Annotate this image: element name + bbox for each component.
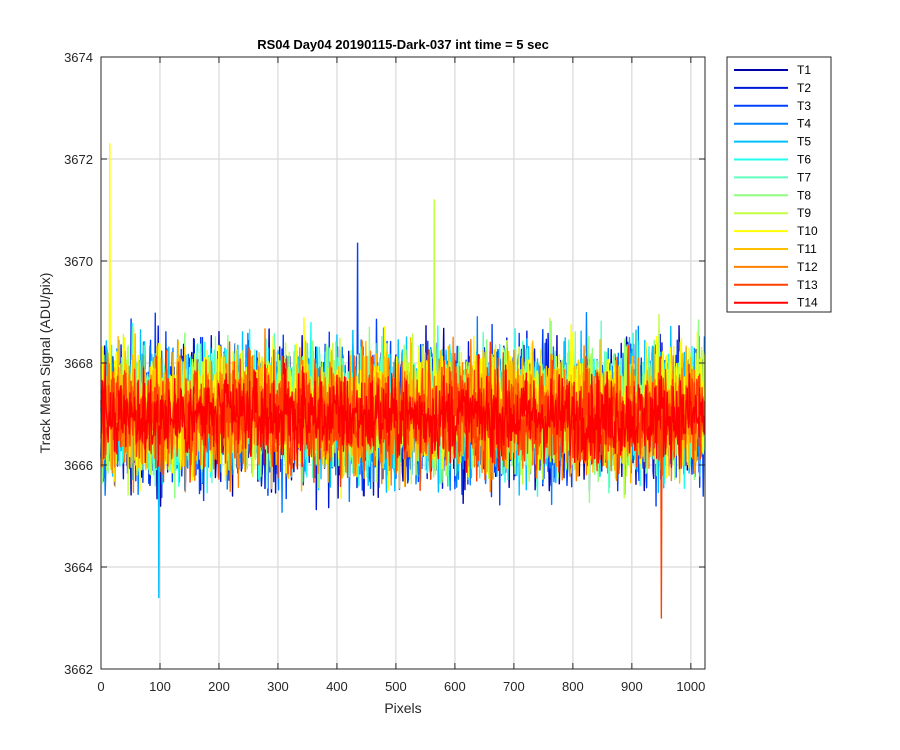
x-tick-label-9: 900 [621,679,643,694]
legend-label-t6: T6 [797,153,811,167]
legend-label-t13: T13 [797,278,818,292]
legend-label-t5: T5 [797,135,811,149]
x-tick-label-10: 1000 [676,679,705,694]
legend-label-t14: T14 [797,296,818,310]
x-axis-ticks: 0 100 200 300 400 500 600 700 800 900 1000 [97,57,705,694]
y-tick-label-2: 3666 [64,458,93,473]
x-axis-label: Pixels [384,700,421,716]
x-tick-label-4: 400 [326,679,348,694]
y-tick-label-1: 3664 [64,560,93,575]
x-tick-label-3: 300 [267,679,289,694]
series-line-t14 [100,354,706,473]
x-tick-label-1: 100 [149,679,171,694]
legend-label-t12: T12 [797,260,818,274]
legend-label-t7: T7 [797,170,811,184]
x-tick-label-6: 600 [444,679,466,694]
legend-label-t10: T10 [797,224,818,238]
legend-label-t4: T4 [797,117,811,131]
x-tick-label-8: 800 [562,679,584,694]
series-lines [100,143,706,619]
x-tick-label-5: 500 [385,679,407,694]
y-tick-label-6: 3674 [64,50,93,65]
legend-box [726,56,832,313]
legend-label-t11: T11 [797,242,817,256]
x-tick-label-0: 0 [97,679,104,694]
x-tick-label-7: 700 [503,679,525,694]
legend: T1 T2 T3 T4 T5 T6 T7 T8 T9 T10 T11 T12 T13 T14 [726,56,832,313]
legend-label-t1: T1 [797,63,811,77]
legend-label-t3: T3 [797,99,811,113]
chart-title: RS04 Day04 20190115-Dark-037 int time = … [257,37,549,52]
y-axis-label: Track Mean Signal (ADU/pix) [37,273,53,454]
y-tick-label-5: 3672 [64,152,93,167]
y-axis-ticks: 3662 3664 3666 3668 3670 3672 3674 [64,50,705,677]
legend-label-t2: T2 [797,81,811,95]
legend-label-t8: T8 [797,188,811,202]
legend-label-t9: T9 [797,206,811,220]
y-tick-label-4: 3670 [64,254,93,269]
y-tick-label-0: 3662 [64,662,93,677]
y-tick-label-3: 3668 [64,356,93,371]
x-tick-label-2: 200 [208,679,230,694]
